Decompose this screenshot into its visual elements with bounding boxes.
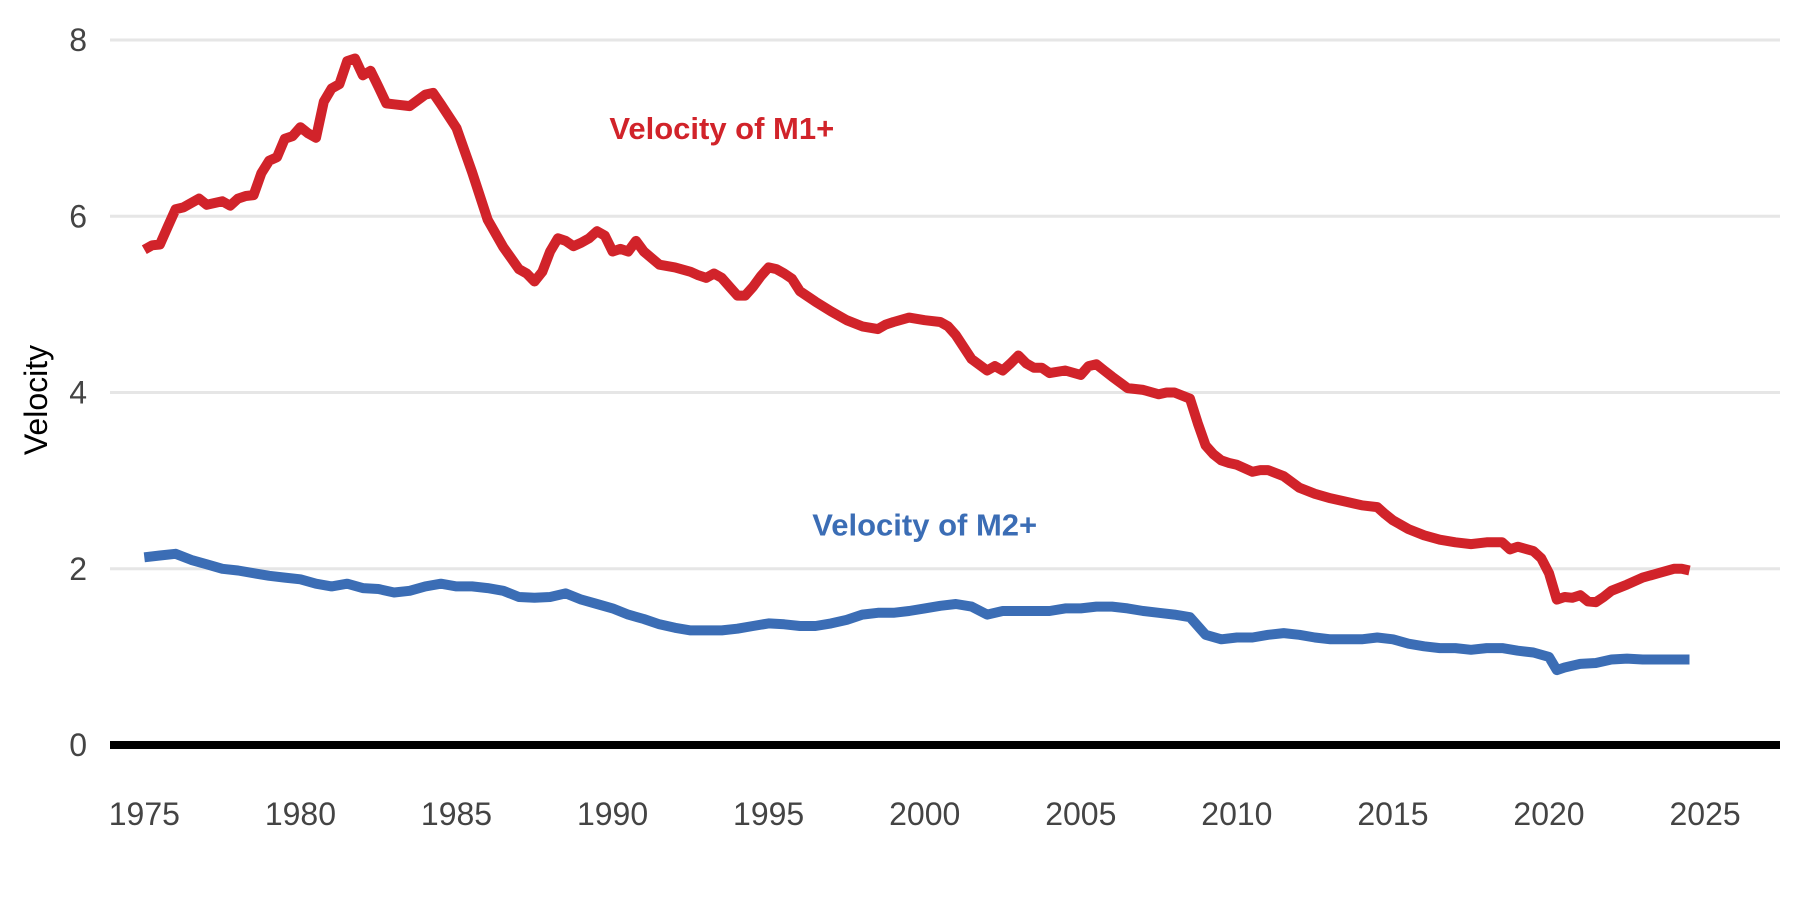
y-tick-label: 4 [69,375,87,411]
y-tick-label: 0 [69,727,87,763]
x-tick-label: 1990 [577,796,648,832]
series-label-m2: Velocity of M2+ [812,508,1037,543]
series-line-m1-velocity [141,53,1691,608]
y-tick-labels: 0 2 4 6 8 [69,22,87,763]
series-label-m1: Velocity of M1+ [609,111,834,146]
x-tick-label: 2020 [1513,796,1584,832]
x-tick-label: 1995 [733,796,804,832]
x-tick-label: 1980 [265,796,336,832]
y-tick-label: 6 [69,198,87,234]
series-line-m2-velocity [143,548,1690,676]
gridlines [110,38,1780,571]
y-axis-title: Velocity [18,345,54,455]
x-tick-label: 2000 [889,796,960,832]
series-labels: Velocity of M1+ Velocity of M2+ [609,111,1037,543]
x-tick-label: 1975 [109,796,180,832]
y-tick-label: 8 [69,22,87,58]
x-tick-label: 2010 [1201,796,1272,832]
y-tick-label: 2 [69,551,87,587]
x-tick-label: 2005 [1045,796,1116,832]
x-tick-label: 1985 [421,796,492,832]
series-lines [141,53,1691,676]
x-tick-labels: 1975 1980 1985 1990 1995 2000 2005 2010 2015 2020… [109,796,1741,832]
x-tick-label: 2025 [1669,796,1740,832]
x-tick-label: 2015 [1357,796,1428,832]
